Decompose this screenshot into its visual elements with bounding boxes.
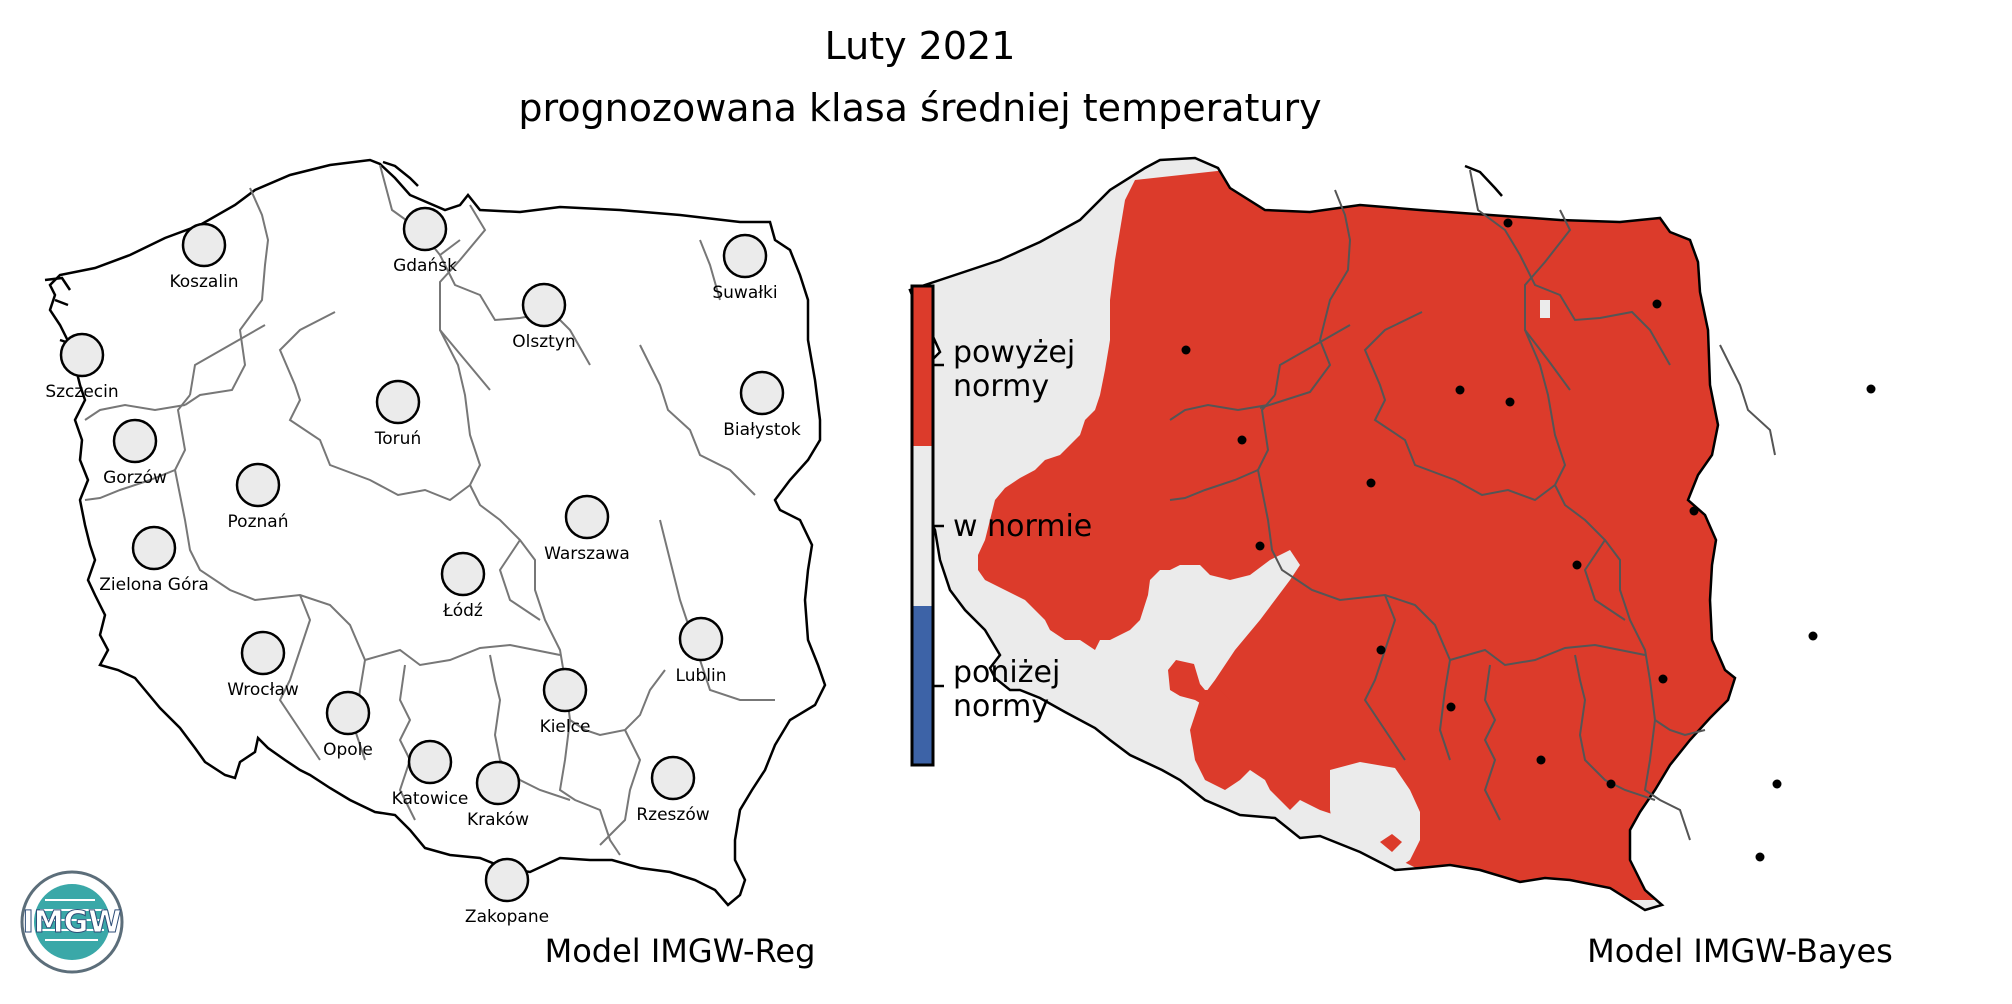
legend-above-line2: normy (953, 369, 1050, 404)
station-marker-kielce (542, 667, 588, 713)
station-label-szczecin: Szczecin (45, 382, 118, 402)
station-label-gorzow: Gorzów (103, 468, 167, 488)
station-marker-torun (375, 379, 421, 425)
legend-above-label: powyżej normy (953, 336, 1075, 404)
station-label-katowice: Katowice (392, 789, 469, 809)
left-hel-peninsula (382, 160, 419, 187)
station-marker-wroclaw (240, 630, 286, 676)
station-label-kielce: Kielce (540, 717, 591, 737)
map-title: Luty 2021 (824, 24, 1016, 68)
station-label-bialystok: Białystok (723, 420, 801, 440)
legend-below-line2: normy (953, 689, 1050, 724)
right-map: Model IMGW-Bayes (908, 156, 1893, 970)
station-marker-krakow (475, 760, 521, 806)
legend-above-line1: powyżej (953, 335, 1076, 370)
station-marker-koszalin (181, 222, 227, 268)
station-marker-olsztyn (521, 282, 567, 328)
station-label-olsztyn: Olsztyn (512, 332, 575, 352)
left-model-label: Model IMGW-Reg (545, 932, 816, 970)
station-marker-szczecin (59, 332, 105, 378)
station-label-opole: Opole (323, 740, 373, 760)
right-voivodeship-borders (1169, 169, 1776, 841)
station-label-poznan: Poznań (228, 512, 289, 532)
station-marker-suwalki (722, 233, 768, 279)
right-model-label: Model IMGW-Bayes (1587, 932, 1893, 970)
station-marker-warszawa (564, 494, 610, 540)
station-marker-gorzow (112, 418, 158, 464)
left-map: Koszalin Gdańsk Suwałki Olsztyn Szczecin Biał… (20, 158, 827, 974)
station-label-krakow: Kraków (467, 810, 529, 830)
station-label-warszawa: Warszawa (544, 544, 630, 564)
station-marker-rzeszow (650, 755, 696, 801)
station-marker-lublin (678, 616, 724, 662)
station-marker-zielona-gora (131, 525, 177, 571)
left-poland-outline (48, 158, 827, 907)
station-label-suwalki: Suwałki (712, 283, 777, 303)
station-label-zielona-gora: Zielona Góra (99, 575, 209, 595)
station-label-wroclaw: Wrocław (227, 680, 299, 700)
station-marker-poznan (235, 462, 281, 508)
right-station-dots (1181, 218, 1876, 862)
station-label-lodz: Łódź (442, 601, 483, 621)
station-marker-bialystok (739, 370, 785, 416)
map-subtitle: prognozowana klasa średniej temperatury (518, 86, 1322, 130)
station-label-lublin: Lublin (676, 666, 727, 686)
svg-text:IMGW: IMGW (23, 905, 122, 940)
station-marker-katowice (407, 739, 453, 785)
color-legend (910, 284, 944, 767)
station-marker-lodz (440, 551, 486, 597)
legend-normal-label: w normie (953, 509, 1093, 544)
right-above-normal-area (978, 158, 1735, 900)
left-stations: Koszalin Gdańsk Suwałki Olsztyn Szczecin Biał… (45, 206, 801, 927)
station-label-koszalin: Koszalin (169, 272, 238, 292)
station-label-zakopane: Zakopane (465, 907, 549, 927)
station-marker-opole (325, 690, 371, 736)
station-marker-gdansk (402, 206, 448, 252)
imgw-logo: IMGW (20, 870, 124, 974)
station-marker-zakopane (484, 857, 530, 903)
station-label-rzeszow: Rzeszów (636, 805, 709, 825)
legend-below-label: poniżej normy (953, 656, 1060, 724)
station-label-gdansk: Gdańsk (393, 256, 457, 276)
legend-below-line1: poniżej (953, 655, 1061, 690)
station-label-torun: Toruń (374, 429, 421, 449)
